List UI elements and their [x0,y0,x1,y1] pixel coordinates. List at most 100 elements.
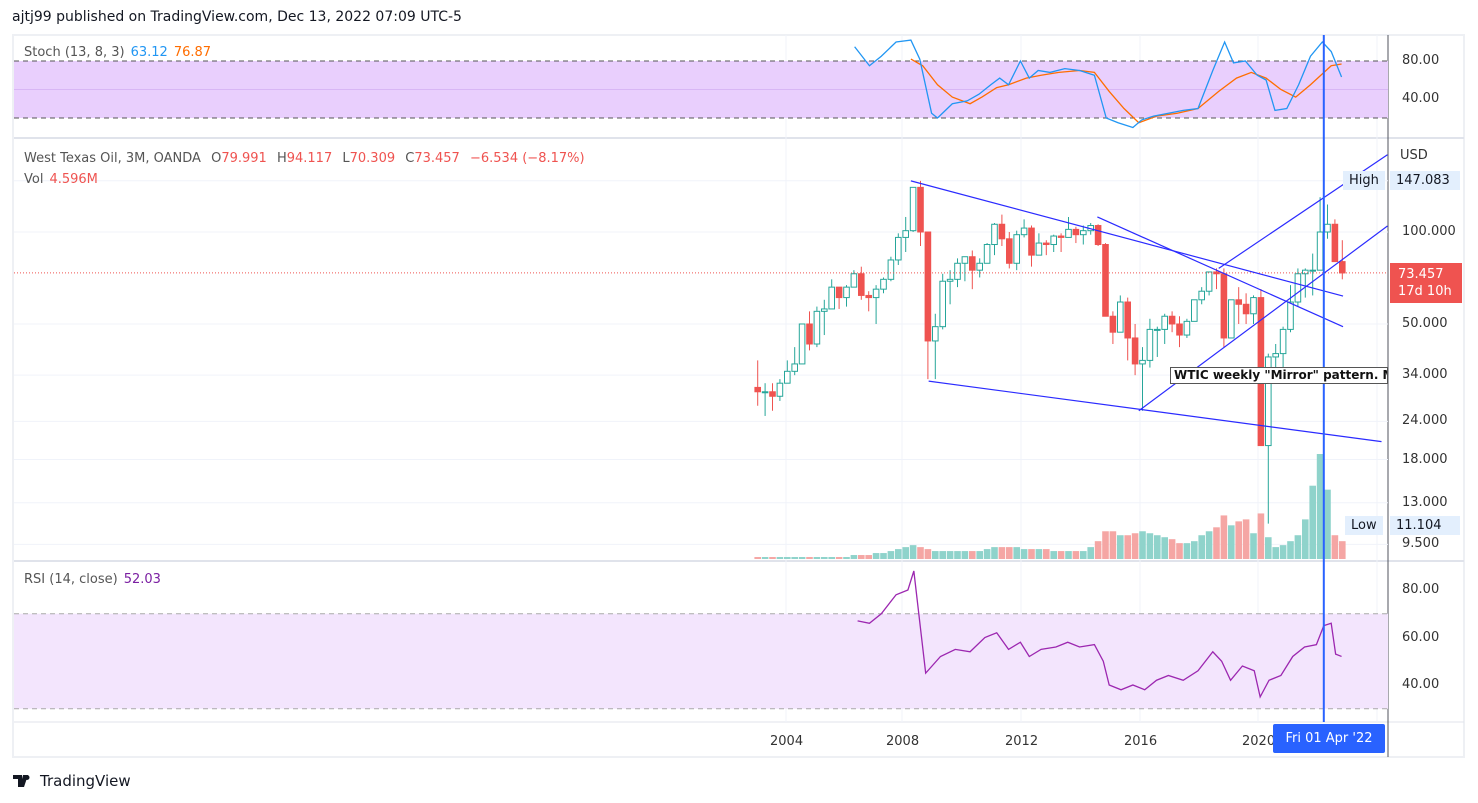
volume-bar [969,551,976,559]
rsi-value: 52.03 [123,572,161,587]
low-label: L [342,151,350,166]
candle-body [991,223,998,246]
candle-body [1324,223,1331,233]
chart-frame[interactable] [12,34,1465,758]
volume-bar [1146,533,1154,559]
candle-body [1235,299,1243,305]
candle-body [1302,269,1309,275]
volume-bar [946,551,954,559]
candle-body [1265,356,1272,447]
candle-body [1205,271,1213,292]
candle-body [909,186,917,232]
price-axis-tick: 34.000 [1402,367,1448,383]
volume-bar [961,551,969,559]
time-tick: 2016 [1124,734,1158,749]
candle-body [1013,234,1021,264]
volume-bar [1161,537,1168,559]
volume-bar [1198,535,1205,559]
tradingview-logo[interactable]: TradingView [13,772,131,790]
candle-body [761,391,769,394]
candle-body [754,386,762,393]
rsi-line [857,570,1342,699]
symbol-label[interactable]: West Texas Oil, 3M, OANDA [24,151,201,166]
candle-body [1331,223,1339,263]
volume-bar [1183,543,1191,559]
tradingview-logo-icon [13,775,30,787]
volume-bar [983,549,991,559]
volume-bar [939,551,946,559]
candle-body [806,323,813,345]
volume-bar [1080,551,1087,559]
candle-body [776,382,784,397]
volume-bar [1250,533,1257,559]
high-marker-label: High [1343,171,1385,190]
currency-label: USD [1400,148,1428,163]
stoch-k-line [854,39,1343,129]
candle-body [1191,299,1198,322]
candle-body [1139,359,1146,365]
trend-line [1097,216,1344,328]
price-axis-tick: 9.500 [1402,536,1440,552]
high-value: 94.117 [286,151,333,166]
candle-body [1102,244,1109,317]
rsi-band [14,613,1388,709]
bar-countdown: 17d 10h [1398,284,1452,299]
volume-bar [806,557,813,559]
chart-note[interactable]: WTIC weekly "Mirror" pattern. Mirror [1170,367,1388,384]
volume-bar [1272,547,1279,559]
volume-bar [1302,519,1309,559]
candle-body [1050,235,1058,246]
low-marker-value: 11.104 [1390,516,1460,535]
candle-body [1028,227,1035,256]
low-marker-label: Low [1345,516,1383,535]
publish-info: ajtj99 published on TradingView.com, Dec… [12,9,462,25]
volume-bar [1309,485,1316,559]
volume-bar [1087,547,1094,559]
price-axis-tick: 100.000 [1402,224,1456,239]
candle-body [791,363,799,372]
stoch-d-value: 76.87 [173,45,212,60]
volume-bar [895,549,902,559]
candle-body [1220,273,1228,339]
candle-body [1228,299,1235,339]
candle-body [1198,290,1206,301]
volume-bar [1220,515,1228,559]
volume-bar [1043,549,1050,559]
candle-body [983,244,991,264]
change-value: −6.534 (−8.17%) [469,151,585,166]
candle-body [858,273,865,296]
candle-body [917,186,924,233]
volume-bar [843,557,850,559]
volume-bar [798,557,806,559]
candle-body [880,278,887,290]
volume-bar [1168,539,1176,559]
candle-body [1035,242,1043,256]
volume-bar [850,555,858,559]
volume-bar [1020,549,1028,559]
open-value: 79.991 [221,151,267,166]
volume-bar [1035,549,1043,559]
volume-bar [1176,543,1183,559]
volume-bar [1287,541,1294,559]
stoch-axis-40: 40.00 [1402,91,1440,106]
volume-bar [1117,535,1124,559]
rsi-label: RSI (14, close) [24,572,118,587]
volume-bar [1028,549,1035,559]
close-value: 73.457 [414,151,460,166]
volume-bar [880,553,887,559]
candle-body [1250,297,1257,315]
candle-body [1294,273,1302,303]
candle-body [872,288,880,299]
candle-body [1020,227,1028,236]
time-tick: 2012 [1005,734,1039,749]
open-label: O [211,151,222,166]
volume-bar [1139,531,1146,559]
volume-bar [865,555,872,559]
volume-bar [784,557,791,559]
candle-body [1117,301,1124,333]
trend-line [928,380,1382,443]
time-tick: 2004 [770,734,804,749]
candle-body [835,286,843,299]
volume-bar [1006,547,1013,559]
